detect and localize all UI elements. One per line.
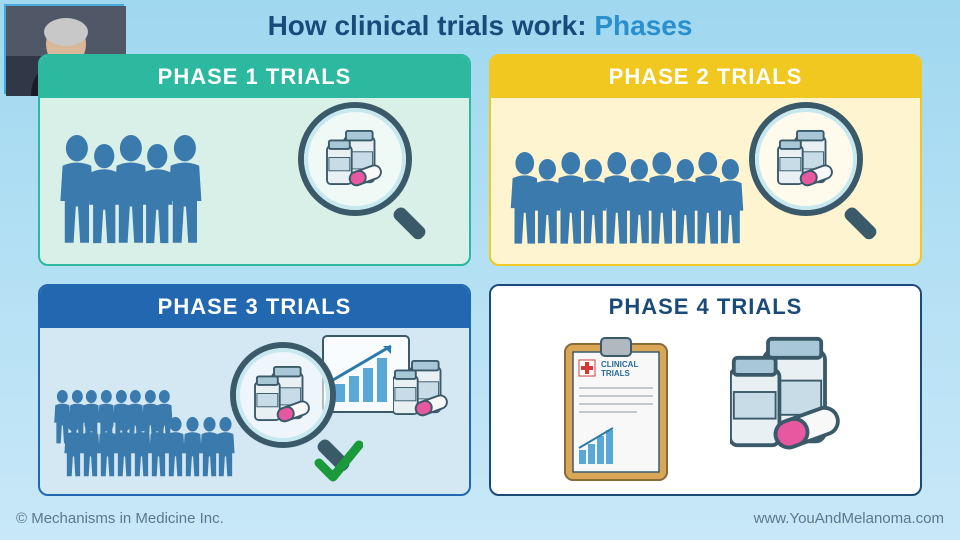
- people-group-icon: [507, 152, 747, 251]
- title-part1: How clinical trials work:: [268, 10, 595, 41]
- clipboard-icon: CLINICAL TRIALS: [561, 334, 671, 489]
- svg-text:TRIALS: TRIALS: [601, 369, 631, 378]
- phase-header: PHASE 4 TRIALS: [491, 286, 920, 328]
- svg-text:CLINICAL: CLINICAL: [601, 360, 638, 369]
- phase-body: CLINICAL TRIALS: [491, 328, 920, 494]
- magnifier-icon: [752, 105, 900, 258]
- title-part2: Phases: [594, 10, 692, 41]
- people-group-icon: [52, 390, 237, 482]
- phase-body: [40, 328, 469, 494]
- vials-icon: [393, 359, 463, 444]
- phase-body: [40, 98, 469, 264]
- magnifier-icon: [301, 105, 449, 258]
- copyright-text: © Mechanisms in Medicine Inc.: [16, 510, 224, 534]
- page-title: How clinical trials work: Phases: [0, 0, 960, 42]
- checkmark-icon: [313, 437, 363, 492]
- phase-header: PHASE 3 TRIALS: [40, 286, 469, 328]
- phase-body: [491, 98, 920, 264]
- phase-card-3: PHASE 3 TRIALS: [38, 284, 471, 496]
- phase-card-2: PHASE 2 TRIALS: [489, 54, 922, 266]
- site-url-text: www.YouAndMelanoma.com: [754, 510, 944, 534]
- phases-grid: PHASE 1 TRIALS PHASE 2 TRIALS: [38, 54, 922, 496]
- vials-pill-icon: [730, 335, 870, 480]
- footer: © Mechanisms in Medicine Inc. www.YouAnd…: [0, 510, 960, 534]
- phase-card-4: PHASE 4 TRIALS CLINICAL TRIALS: [489, 284, 922, 496]
- phase-header: PHASE 1 TRIALS: [40, 56, 469, 98]
- phase-card-1: PHASE 1 TRIALS: [38, 54, 471, 266]
- phase-header: PHASE 2 TRIALS: [491, 56, 920, 98]
- people-group-icon: [56, 135, 206, 250]
